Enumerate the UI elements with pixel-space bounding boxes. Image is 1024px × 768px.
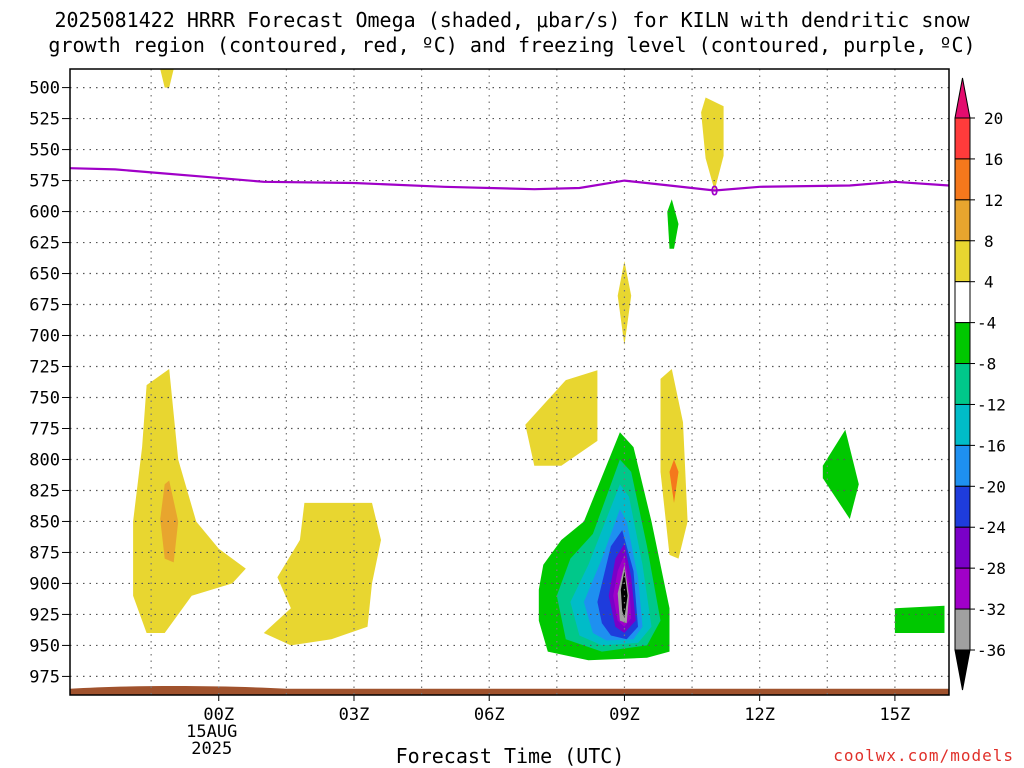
omega-region-pos4	[525, 370, 598, 466]
y-tick-label: 650	[29, 265, 60, 285]
x-tick-year: 2025	[191, 739, 232, 759]
y-tick-label: 525	[29, 110, 60, 130]
x-tick-label: 03Z	[339, 705, 370, 725]
colorbar-label: 12	[984, 191, 1003, 210]
x-tick-date: 15AUG	[186, 722, 237, 742]
colorbar-label: -16	[977, 436, 1006, 455]
omega-region-pos4	[160, 69, 174, 88]
y-tick-label: 875	[29, 543, 60, 563]
y-tick-label: 800	[29, 450, 60, 470]
colorbar-segment	[954, 403, 971, 446]
y-tick-label: 725	[29, 358, 60, 378]
colorbar-label: -20	[977, 477, 1006, 496]
title-line-2: growth region (contoured, red, ºC) and f…	[48, 33, 976, 57]
y-tick-label: 925	[29, 605, 60, 625]
y-tick-label: 575	[29, 172, 60, 192]
omega-region-pos4	[701, 97, 724, 191]
y-tick-label: 950	[29, 636, 60, 656]
y-tick-label: 700	[29, 327, 60, 347]
colorbar-label: -28	[977, 559, 1006, 578]
omega-region-pos4	[133, 369, 246, 633]
colorbar-label: -12	[977, 395, 1006, 414]
y-tick-label: 500	[29, 79, 60, 99]
colorbar-label: -24	[977, 518, 1006, 537]
x-tick-label: 12Z	[744, 705, 775, 725]
colorbar-segment	[954, 526, 971, 569]
colorbar-segment	[954, 322, 971, 365]
plot-frame	[69, 68, 950, 696]
y-tick-label: 750	[29, 388, 60, 408]
y-tick-label: 550	[29, 141, 60, 161]
colorbar-segment	[954, 117, 971, 160]
colorbar-segment	[954, 444, 971, 487]
y-tick-label: 675	[29, 296, 60, 316]
freezing-level-line	[70, 167, 949, 192]
colorbar-segment	[954, 240, 971, 283]
y-tick-label: 975	[29, 667, 60, 687]
omega-region-pos4	[263, 502, 381, 646]
colorbar-label: -32	[977, 600, 1006, 619]
freezing-level-label: 0	[711, 184, 719, 199]
y-tick-label: 900	[29, 574, 60, 594]
colorbar-segment	[954, 567, 971, 610]
y-tick-label: 625	[29, 234, 60, 254]
y-tick-label: 850	[29, 512, 60, 532]
x-axis-label: Forecast Time (UTC)	[395, 744, 625, 768]
omega-region-neg4	[894, 605, 945, 633]
x-tick-label: 09Z	[609, 705, 640, 725]
colorbar-label: 8	[984, 232, 994, 251]
colorbar-segment	[954, 199, 971, 242]
colorbar-label: 4	[984, 273, 994, 292]
colorbar-segment	[954, 363, 971, 405]
colorbar-label: 16	[984, 150, 1003, 169]
colorbar-label: -8	[977, 355, 996, 374]
y-tick-label: 600	[29, 203, 60, 223]
colorbar-segment	[954, 485, 971, 528]
colorbar-top-arrow	[954, 77, 971, 119]
y-tick-label: 825	[29, 481, 60, 501]
colorbar-bottom-arrow	[954, 649, 971, 691]
omega-region-pos8	[669, 459, 679, 503]
omega-region-pos8	[160, 480, 179, 563]
omega-region-neg36	[620, 571, 628, 619]
colorbar-label: -4	[977, 314, 996, 333]
title-line-1: 2025081422 HRRR Forecast Omega (shaded, …	[54, 8, 970, 32]
plot-area: 0	[70, 69, 949, 695]
y-tick-label: 775	[29, 419, 60, 439]
x-tick-label: 06Z	[474, 705, 505, 725]
credit-link[interactable]: coolwx.com/models	[833, 746, 1014, 765]
colorbar-label: 20	[984, 109, 1003, 128]
colorbar-segment	[954, 608, 971, 651]
omega-region-neg4	[667, 199, 679, 249]
x-tick-label: 15Z	[880, 705, 911, 725]
colorbar-segment	[954, 158, 971, 201]
colorbar-segment	[954, 281, 971, 324]
terrain-surface	[70, 686, 949, 695]
omega-region-neg4	[822, 429, 859, 519]
chart-title: 2025081422 HRRR Forecast Omega (shaded, …	[0, 8, 1024, 58]
x-tick-label: 00Z	[203, 705, 234, 725]
colorbar-label: -36	[977, 641, 1006, 660]
